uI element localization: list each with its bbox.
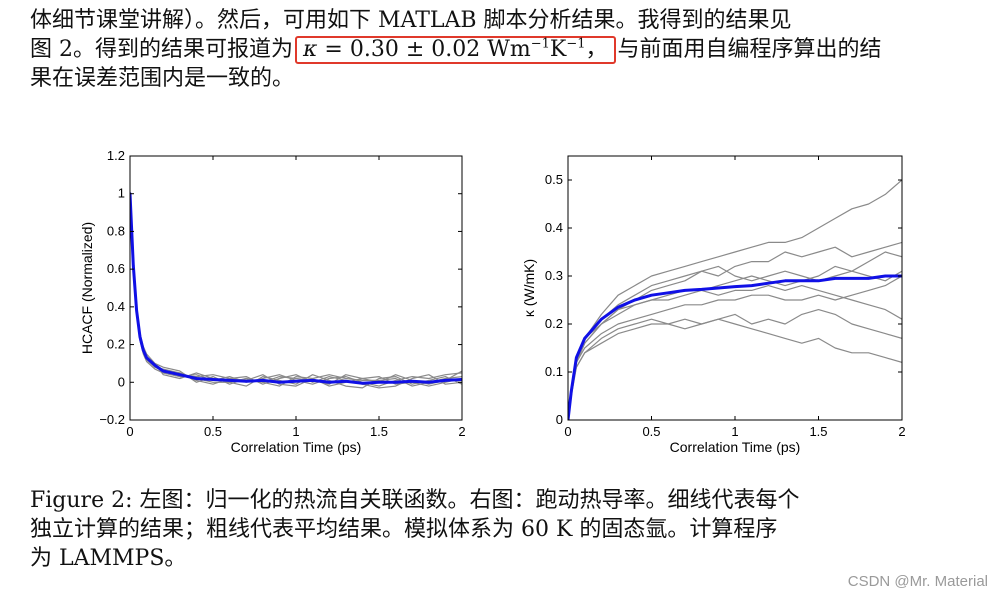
caption-line-3: 为 LAMMPS。 — [30, 546, 187, 571]
highlighted-result-box: κ = 0.30 ± 0.02 Wm−1K−1， — [295, 36, 616, 64]
watermark: CSDN @Mr. Material — [847, 573, 988, 590]
right-chart: 0 0.5 1 1.5 2 0 0.1 0.2 0.3 0.4 0.5 Correlation Tim… — [521, 155, 906, 455]
left-chart-series-run-1 — [130, 193, 462, 387]
right-chart-ytick-label: 0.4 — [545, 220, 563, 235]
right-chart-ytick-label: 0.3 — [545, 268, 563, 283]
left-chart-xtick-label: 0 — [126, 424, 133, 439]
right-chart-xtick-label: 1 — [731, 424, 738, 439]
result-value: = 0.30 ± 0.02 Wm — [317, 37, 531, 62]
unit-k: K — [549, 37, 567, 62]
left-chart-ylabel: HCACF (Normalized) — [79, 222, 95, 354]
left-chart-ytick-label: 1 — [118, 186, 125, 201]
right-chart-xlabel: Correlation Time (ps) — [670, 439, 801, 455]
right-chart-ytick-label: 0.1 — [545, 364, 563, 379]
left-chart-xlabel: Correlation Time (ps) — [231, 439, 362, 455]
figure-2: 0 0.5 1 1.5 2−0.200.20.40.60.811.2Correlatio… — [79, 148, 906, 455]
right-chart-xtick-label: 1.5 — [809, 424, 827, 439]
right-chart-xtick-label: 0 — [564, 424, 571, 439]
left-chart-series-run-6 — [130, 193, 462, 385]
right-chart-xtick-label: 0.5 — [642, 424, 660, 439]
left-chart-series-run-3 — [130, 193, 462, 389]
paragraph-line-2-prefix: 图 2。得到的结果可报道为 — [30, 37, 293, 62]
right-chart-series-run-3 — [568, 251, 902, 420]
left-chart-ytick-label: 0 — [118, 374, 125, 389]
right-chart-series-run-6 — [568, 275, 902, 420]
paragraph-line-1: 体细节课堂讲解）。然后，可用如下 MATLAB 脚本分析结果。我得到的结果见 — [30, 8, 792, 33]
paragraph-line-3: 果在误差范围内是一致的。 — [30, 66, 295, 91]
right-chart-series-run-4 — [568, 265, 902, 420]
left-chart-series-run-4 — [130, 193, 462, 389]
right-chart-series-run-1 — [568, 179, 902, 420]
left-chart-ytick-label: 0.6 — [107, 261, 125, 276]
left-chart-xtick-label: 2 — [458, 424, 465, 439]
left-chart-ytick-label: −0.2 — [99, 412, 125, 427]
result-tail: ， — [585, 37, 608, 62]
right-chart-series-run-8 — [568, 318, 902, 420]
left-chart-series-average — [130, 192, 462, 385]
caption-line-2: 独立计算的结果；粗线代表平均结果。模拟体系为 60 K 的固态氩。计算程序 — [30, 517, 778, 542]
left-chart: 0 0.5 1 1.5 2−0.200.20.40.60.811.2Correlatio… — [79, 148, 466, 455]
left-chart-series-run-2 — [130, 193, 462, 387]
right-chart-series-average — [568, 274, 902, 420]
left-chart-ytick-label: 0.2 — [107, 337, 125, 352]
left-chart-ytick-label: 0.4 — [107, 299, 125, 314]
caption-line-1: Figure 2: 左图：归一化的热流自关联函数。右图：跑动热导率。细线代表每个 — [30, 488, 800, 513]
unit-exponent-1: −1 — [530, 36, 550, 52]
paragraph-line-2: 图 2。得到的结果可报道为 κ = 0.30 ± 0.02 Wm−1K−1， 与前面… — [30, 35, 980, 64]
right-chart-series-run-2 — [568, 241, 902, 420]
body-paragraph: 体细节课堂讲解）。然后，可用如下 MATLAB 脚本分析结果。我得到的结果见 图… — [30, 6, 980, 93]
right-chart-ylabel: κ (W/mK) — [521, 259, 537, 317]
left-chart-xtick-label: 0.5 — [204, 424, 222, 439]
left-chart-xtick-label: 1.5 — [370, 424, 388, 439]
right-chart-series-run-7 — [568, 309, 902, 420]
right-chart-ytick-label: 0.5 — [545, 172, 563, 187]
left-chart-series-run-5 — [130, 193, 462, 387]
left-chart-ytick-label: 1.2 — [107, 148, 125, 163]
kappa-symbol: κ — [303, 37, 318, 62]
right-chart-ytick-label: 0 — [556, 412, 563, 427]
right-chart-xtick-label: 2 — [898, 424, 905, 439]
paragraph-line-2-suffix: 与前面用自编程序算出的结 — [617, 37, 882, 62]
left-chart-ytick-label: 0.8 — [107, 223, 125, 238]
unit-exponent-2: −1 — [566, 36, 586, 52]
right-chart-series-run-5 — [568, 285, 902, 420]
right-chart-ytick-label: 0.2 — [545, 316, 563, 331]
left-chart-xtick-label: 1 — [292, 424, 299, 439]
figure-caption: Figure 2: 左图：归一化的热流自关联函数。右图：跑动热导率。细线代表每个… — [30, 486, 990, 573]
